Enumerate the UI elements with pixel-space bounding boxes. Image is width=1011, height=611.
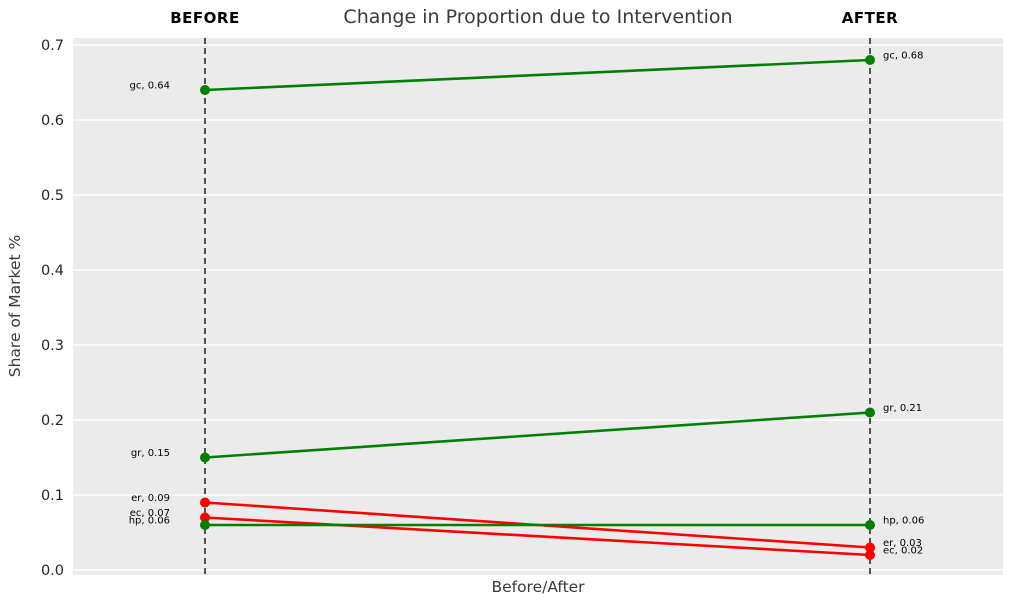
point-er-after [865,542,875,553]
y-tick-label: 0.4 [41,263,64,279]
series-line-gc [204,58,871,92]
point-ec-before [200,512,210,523]
y-tick-label: 0.5 [41,188,64,204]
y-tick-label: 0.7 [41,38,64,54]
y-tick-label: 0.6 [41,113,64,129]
point-hp-before [200,520,210,530]
x-axis-label: Before/After [491,578,585,596]
y-tick-label: 0.2 [41,413,64,429]
y-tick-label: 0.3 [41,338,64,354]
point-label-hp-after: hp, 0.06 [883,516,924,527]
point-ec-after [865,550,875,560]
chart-title: Change in Proportion due to Intervention [343,6,733,28]
before-column-header: BEFORE [170,9,240,27]
series-line-gr [204,411,871,459]
y-tick-label: 0.1 [41,488,64,504]
plot-background [73,38,1003,575]
point-label-er-before: er, 0.09 [131,493,170,504]
point-hp-after [865,520,875,530]
point-label-ec-after: ec, 0.02 [883,546,923,557]
after-column-header: AFTER [841,9,899,27]
point-label-ec-before: ec, 0.07 [130,508,170,519]
point-gc-after [865,55,875,65]
point-er-before [200,497,210,508]
point-gr-before [200,452,210,463]
point-label-gc-before: gc, 0.64 [130,81,170,92]
point-label-gr-before: gr, 0.15 [131,448,170,459]
point-gr-after [865,407,875,418]
y-tick-label: 0.0 [41,563,64,579]
point-gc-before [200,85,210,95]
point-label-hp-before: hp, 0.06 [129,516,170,527]
point-label-er-after: er, 0.03 [883,538,922,549]
point-label-gr-after: gr, 0.21 [883,403,922,414]
point-label-gc-after: gc, 0.68 [883,51,923,62]
